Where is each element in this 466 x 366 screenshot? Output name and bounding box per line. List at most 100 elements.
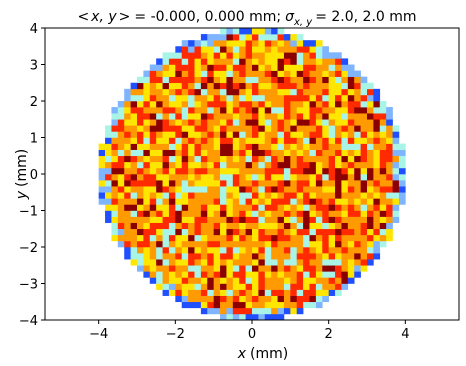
heatmap-cell	[335, 247, 342, 254]
heatmap-cell	[315, 113, 323, 120]
heatmap-cell	[181, 82, 189, 90]
heatmap-cell	[232, 174, 240, 181]
heatmap-cell	[322, 113, 329, 120]
heatmap-cell	[373, 253, 381, 260]
heatmap-cell	[156, 131, 163, 138]
heatmap-cell	[149, 210, 157, 217]
heatmap-cell	[277, 247, 285, 254]
heatmap-cell	[226, 40, 234, 47]
heatmap-cell	[117, 143, 125, 150]
heatmap-cell	[283, 94, 291, 102]
heatmap-cell	[149, 161, 157, 169]
heatmap-cell	[194, 271, 202, 278]
heatmap-cell	[137, 107, 144, 114]
heatmap-cell	[245, 113, 253, 120]
heatmap-cell	[373, 113, 381, 120]
heatmap-cell	[367, 253, 374, 260]
heatmap-cell	[322, 58, 329, 65]
heatmap-cell	[200, 94, 208, 102]
heatmap-cell	[162, 119, 170, 126]
heatmap-cell	[258, 70, 266, 77]
heatmap-cell	[328, 253, 336, 260]
heatmap-cell	[124, 131, 131, 138]
heatmap-cell	[207, 247, 214, 254]
heatmap-cell	[168, 283, 176, 290]
heatmap-cell	[386, 192, 393, 199]
heatmap-cell	[194, 70, 202, 77]
heatmap-cell	[252, 137, 259, 144]
heatmap-cell	[322, 149, 329, 157]
heatmap-cell	[213, 259, 221, 266]
heatmap-cell	[232, 46, 240, 53]
heatmap-cell	[213, 216, 221, 223]
heatmap-cell	[156, 107, 163, 114]
heatmap-cell	[309, 289, 317, 296]
heatmap-cell	[360, 210, 368, 217]
heatmap-cell	[296, 82, 304, 90]
heatmap-cell	[354, 198, 361, 205]
heatmap-cell	[105, 155, 112, 163]
heatmap-cell	[303, 216, 310, 223]
heatmap-cell	[367, 186, 374, 193]
heatmap-cell	[315, 216, 323, 223]
heatmap-cell	[168, 180, 176, 187]
heatmap-cell	[296, 295, 304, 303]
heatmap-cell	[130, 82, 138, 90]
heatmap-cell	[360, 198, 368, 205]
heatmap-cell	[335, 52, 342, 59]
heatmap-cell	[194, 46, 202, 53]
heatmap-cell	[162, 271, 170, 278]
heatmap-cell	[175, 94, 183, 102]
heatmap-cell	[226, 137, 234, 144]
heatmap-cell	[245, 313, 253, 321]
heatmap-cell	[328, 167, 336, 175]
heatmap-cell	[111, 131, 119, 138]
heatmap-cell	[168, 131, 176, 138]
heatmap-cell	[290, 192, 298, 199]
heatmap-cell	[124, 107, 131, 114]
heatmap-cell	[347, 155, 355, 163]
heatmap-cell	[309, 125, 317, 132]
heatmap-cell	[315, 52, 323, 59]
heatmap-cell	[315, 259, 323, 266]
heatmap-cell	[290, 161, 298, 169]
heatmap-cell	[354, 222, 361, 230]
heatmap-cell	[130, 210, 138, 217]
heatmap-cell	[341, 113, 349, 120]
heatmap-cell	[162, 216, 170, 223]
heatmap-cell	[335, 58, 342, 65]
heatmap-cell	[213, 265, 221, 272]
heatmap-cell	[296, 301, 304, 309]
heatmap-cell	[341, 155, 349, 163]
heatmap-cell	[213, 125, 221, 132]
heatmap-cell	[322, 277, 329, 284]
heatmap-cell	[398, 161, 406, 169]
heatmap-cell	[252, 131, 259, 138]
heatmap-cell	[220, 70, 227, 77]
heatmap-cell	[194, 137, 202, 144]
heatmap-cell	[328, 192, 336, 199]
heatmap-cell	[296, 137, 304, 144]
heatmap-cell	[258, 125, 266, 132]
heatmap-cell	[213, 34, 221, 41]
heatmap-cell	[194, 277, 202, 284]
heatmap-cell	[105, 161, 112, 169]
heatmap-cell	[360, 222, 368, 230]
heatmap-cell	[213, 149, 221, 157]
heatmap-cell	[264, 28, 272, 35]
heatmap-cell	[175, 70, 183, 77]
heatmap-cell	[367, 180, 374, 187]
heatmap-cell	[252, 82, 259, 90]
heatmap-cell	[398, 149, 406, 157]
heatmap-cell	[341, 119, 349, 126]
heatmap-cell	[347, 143, 355, 150]
heatmap-cell	[105, 210, 112, 217]
heatmap-cell	[213, 277, 221, 284]
heatmap-cell	[207, 210, 214, 217]
heatmap-cell	[137, 210, 144, 217]
heatmap-cell	[283, 137, 291, 144]
heatmap-cell	[296, 265, 304, 272]
heatmap-cell	[252, 34, 259, 41]
heatmap-cell	[117, 234, 125, 242]
heatmap-cell	[213, 228, 221, 236]
